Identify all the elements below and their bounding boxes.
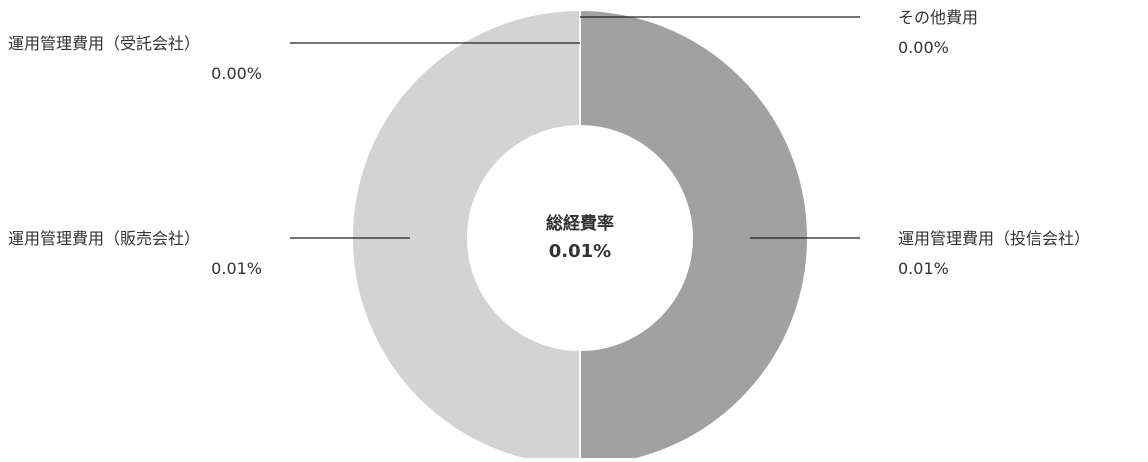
- slice-value-0: 0.00%: [898, 38, 949, 57]
- slice-value-1: 0.01%: [898, 259, 949, 278]
- slice-value-2: 0.01%: [211, 259, 262, 278]
- slice-label-2: 運用管理費用（販売会社）: [8, 229, 200, 248]
- leaders-layer: [290, 16, 860, 239]
- labels-layer: その他費用 0.00% 運用管理費用（投信会社） 0.01% 運用管理費用（販売会社） 0…: [8, 8, 1090, 278]
- slices-layer: [351, 8, 809, 462]
- donut-slice-1: [579, 8, 809, 462]
- center-value: 0.01%: [549, 241, 611, 262]
- slice-label-0: その他費用: [898, 8, 978, 27]
- slice-value-3: 0.00%: [211, 64, 262, 83]
- donut-slice-2: [351, 8, 581, 462]
- slice-label-1: 運用管理費用（投信会社）: [898, 229, 1090, 248]
- center-label: 総経費率 0.01%: [546, 213, 614, 262]
- center-title: 総経費率: [546, 213, 614, 234]
- slice-label-3: 運用管理費用（受託会社）: [8, 34, 200, 53]
